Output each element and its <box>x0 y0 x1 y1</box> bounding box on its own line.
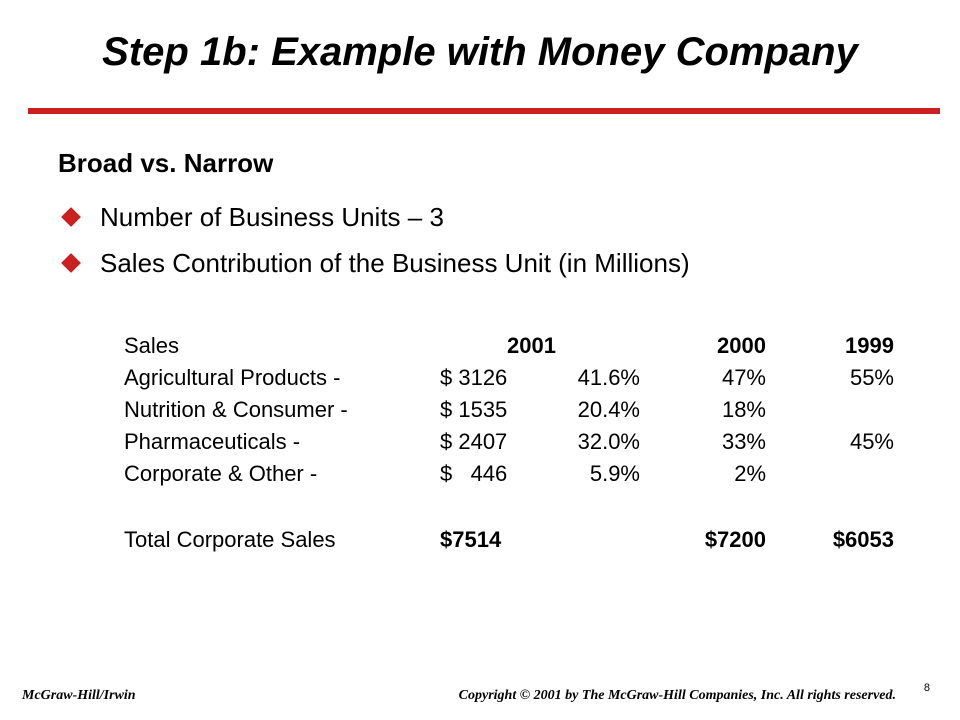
total-1999: $6053 <box>832 527 894 552</box>
row-label: Nutrition & Consumer - <box>124 397 348 422</box>
row-pct-2001: 5.9% <box>589 461 640 486</box>
sales-table: Sales 2001 2000 1999 Agricultural Produc… <box>124 330 894 556</box>
row-pct-2001: 32.0% <box>577 429 640 454</box>
page-number: 8 <box>923 682 930 694</box>
bullet-list: Number of Business Units – 3 Sales Contr… <box>58 194 690 286</box>
total-2000: $7200 <box>704 527 766 552</box>
row-pct-2000: 18% <box>721 397 766 422</box>
table-row: Nutrition & Consumer - $ 1535 20.4% 18% <box>124 394 894 426</box>
row-amount: $ 3126 <box>440 365 508 390</box>
row-amount: $ 2407 <box>440 429 508 454</box>
row-pct-2001: 41.6% <box>577 365 640 390</box>
table-header-row: Sales 2001 2000 1999 <box>124 330 894 362</box>
title-divider <box>28 108 940 114</box>
diamond-bullet-icon <box>61 207 81 227</box>
bullet-item: Number of Business Units – 3 <box>58 194 690 240</box>
row-label: Corporate & Other - <box>124 461 318 486</box>
row-pct-1999: 45% <box>849 429 894 454</box>
slide-title: Step 1b: Example with Money Company <box>102 30 858 74</box>
header-1999: 1999 <box>845 333 894 358</box>
row-pct-1999: 55% <box>849 365 894 390</box>
table-spacer <box>124 490 894 524</box>
row-label: Agricultural Products - <box>124 365 341 390</box>
total-label: Total Corporate Sales <box>124 527 336 552</box>
row-pct-1999 <box>766 394 894 426</box>
footer-publisher: McGraw-Hill/Irwin <box>22 688 136 703</box>
table-row: Corporate & Other - $ 446 5.9% 2% <box>124 458 894 490</box>
bullet-text: Sales Contribution of the Business Unit … <box>100 247 690 278</box>
bullet-text: Number of Business Units – 3 <box>100 201 444 232</box>
diamond-bullet-icon <box>61 253 81 273</box>
row-pct-2000: 47% <box>721 365 766 390</box>
row-label: Pharmaceuticals - <box>124 429 301 454</box>
bullet-item: Sales Contribution of the Business Unit … <box>58 240 690 286</box>
header-label: Sales <box>124 333 180 358</box>
row-pct-2000: 33% <box>721 429 766 454</box>
row-pct-1999 <box>766 458 894 490</box>
table-row: Pharmaceuticals - $ 2407 32.0% 33% 45% <box>124 426 894 458</box>
header-2000: 2000 <box>717 333 766 358</box>
total-2001: $7514 <box>440 527 502 552</box>
total-row: Total Corporate Sales $7514 $7200 $6053 <box>124 524 894 556</box>
header-2001: 2001 <box>507 333 556 358</box>
row-amount: $ 1535 <box>440 397 508 422</box>
row-pct-2000: 2% <box>734 461 766 486</box>
subheading: Broad vs. Narrow <box>58 148 274 178</box>
table-row: Agricultural Products - $ 3126 41.6% 47%… <box>124 362 894 394</box>
footer-copyright: Copyright © 2001 by The McGraw-Hill Comp… <box>458 688 896 703</box>
row-amount: $ 446 <box>440 461 508 486</box>
row-pct-2001: 20.4% <box>577 397 640 422</box>
